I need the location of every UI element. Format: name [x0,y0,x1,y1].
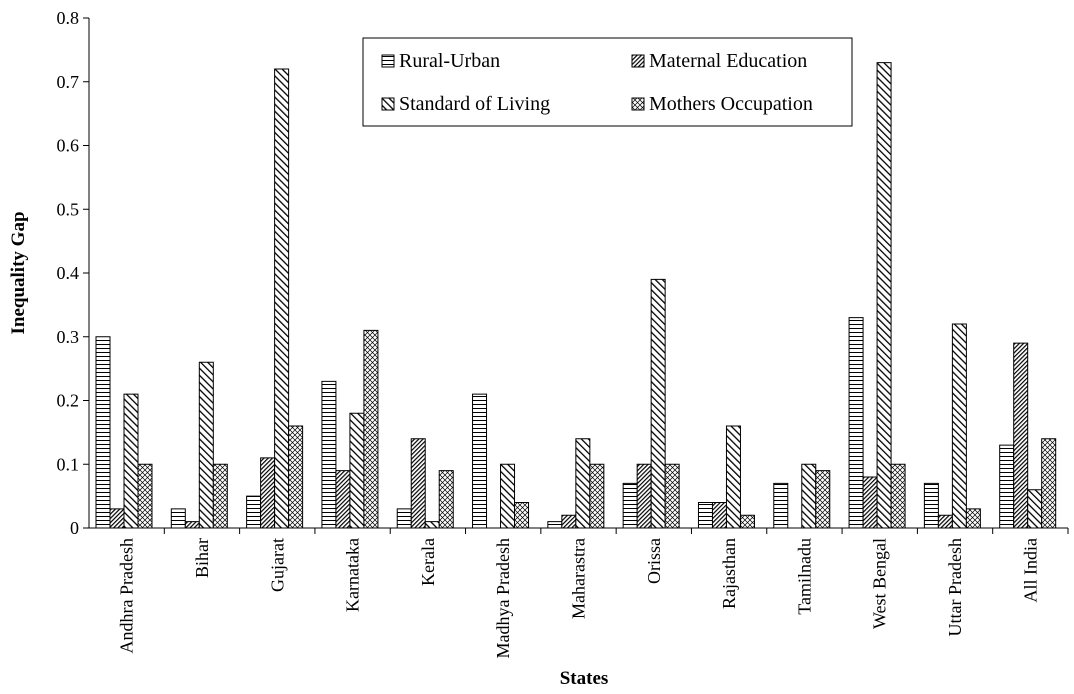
bars [95,62,1057,529]
y-tick-label: 0.5 [57,199,80,219]
legend-label-rural-urban: Rural-Urban [399,50,500,72]
bar-mothers-occupation-uttar-pradesh [965,508,981,529]
x-tick-label-tamilnadu: Tamilnadu [794,538,814,615]
bar-rural-urban-andhra-pradesh [95,336,111,529]
bar-standard-of-living-gujarat [274,68,290,529]
bar-standard-of-living-madhya-pradesh [500,463,516,529]
bar-maternal-education-andhra-pradesh [109,508,125,529]
bar-rural-urban-madhya-pradesh [472,393,488,529]
legend-swatch-rural-urban [381,54,395,68]
legend-label-maternal-education: Maternal Education [649,50,807,72]
bar-rural-urban-karnataka [321,380,337,529]
x-tick-label-gujarat: Gujarat [267,538,287,592]
bar-maternal-education-orissa [636,463,652,529]
x-axis-title: States [560,668,609,689]
x-tick-label-all-india: All India [1020,538,1040,603]
legend-swatch-maternal-education [631,54,645,68]
bar-standard-of-living-rajasthan [725,425,741,529]
bar-standard-of-living-karnataka [349,412,365,529]
x-axis-tick-labels: Andhra Pradesh Bihar Gujarat Karnataka Keral… [117,528,1069,658]
y-tick-label: 0.6 [57,136,80,156]
bar-standard-of-living-tamilnadu [801,463,817,529]
y-tick-label: 0.7 [57,72,80,92]
bar-rural-urban-gujarat [246,495,262,529]
x-tick-label-bihar: Bihar [192,538,212,578]
y-axis-ticks: 0 0.1 0.2 0.3 0.4 0.5 0.6 0.7 0.8 [57,8,89,538]
x-tick-label-maharastra: Maharastra [569,538,589,619]
legend-label-standard-of-living: Standard of Living [399,93,550,115]
bar-mothers-occupation-tamilnadu [815,470,831,529]
y-tick-label: 0.8 [57,8,80,28]
y-axis-title: Inequality Gap [8,211,29,334]
bar-standard-of-living-maharastra [575,438,591,529]
bar-mothers-occupation-bihar [212,463,228,529]
bar-standard-of-living-uttar-pradesh [951,323,967,529]
bar-maternal-education-bihar [184,521,200,529]
bar-mothers-occupation-maharastra [589,463,605,529]
bar-standard-of-living-kerala [424,521,440,529]
bar-maternal-education-west-bengal [862,476,878,529]
x-tick-label-west-bengal: West Bengal [870,538,890,629]
legend: Rural-Urban Maternal Education Standard … [362,37,853,127]
bar-maternal-education-maharastra [561,514,577,529]
x-tick-label-rajasthan: Rajasthan [719,538,739,609]
bar-maternal-education-rajasthan [711,502,727,529]
bar-mothers-occupation-west-bengal [890,463,906,529]
bar-standard-of-living-andhra-pradesh [123,393,139,529]
y-tick-label: 0.3 [57,327,80,347]
bar-mothers-occupation-rajasthan [739,514,755,529]
x-tick-label-kerala: Kerala [418,538,438,586]
legend-swatch-mothers-occupation [631,97,645,111]
x-tick-label-karnataka: Karnataka [343,538,363,612]
bar-mothers-occupation-gujarat [288,425,304,529]
bar-mothers-occupation-karnataka [363,329,379,529]
x-tick-label-uttar-pradesh: Uttar Pradesh [945,538,965,636]
bar-maternal-education-all-india [1013,342,1029,529]
bar-maternal-education-uttar-pradesh [937,514,953,529]
legend-label-mothers-occupation: Mothers Occupation [649,93,813,115]
y-tick-label: 0.2 [57,391,80,411]
bar-maternal-education-gujarat [260,457,276,529]
bar-rural-urban-bihar [170,508,186,529]
bar-mothers-occupation-madhya-pradesh [514,502,530,529]
bar-rural-urban-all-india [999,444,1015,529]
bar-maternal-education-kerala [410,438,426,529]
bar-rural-urban-uttar-pradesh [923,482,939,529]
bar-rural-urban-rajasthan [697,502,713,529]
legend-box [362,37,853,127]
bar-standard-of-living-all-india [1027,489,1043,529]
x-tick-label-andhra-pradesh: Andhra Pradesh [117,538,137,653]
bar-standard-of-living-orissa [650,278,666,529]
bar-rural-urban-kerala [396,508,412,529]
bar-rural-urban-maharastra [547,521,563,529]
bar-rural-urban-west-bengal [848,317,864,529]
bar-rural-urban-orissa [622,482,638,529]
y-tick-label: 0 [70,518,79,538]
x-tick-label-madhya-pradesh: Madhya Pradesh [493,538,513,658]
bar-mothers-occupation-kerala [438,470,454,529]
y-tick-label: 0.1 [57,454,80,474]
bar-mothers-occupation-all-india [1041,438,1057,529]
bar-mothers-occupation-andhra-pradesh [137,463,153,529]
bar-mothers-occupation-orissa [664,463,680,529]
bar-rural-urban-tamilnadu [773,482,789,529]
bar-standard-of-living-bihar [198,361,214,529]
bar-standard-of-living-west-bengal [876,62,892,529]
legend-swatch-standard-of-living [381,97,395,111]
x-tick-label-orissa: Orissa [644,538,664,584]
bar-maternal-education-karnataka [335,470,351,529]
y-tick-label: 0.4 [57,263,80,283]
